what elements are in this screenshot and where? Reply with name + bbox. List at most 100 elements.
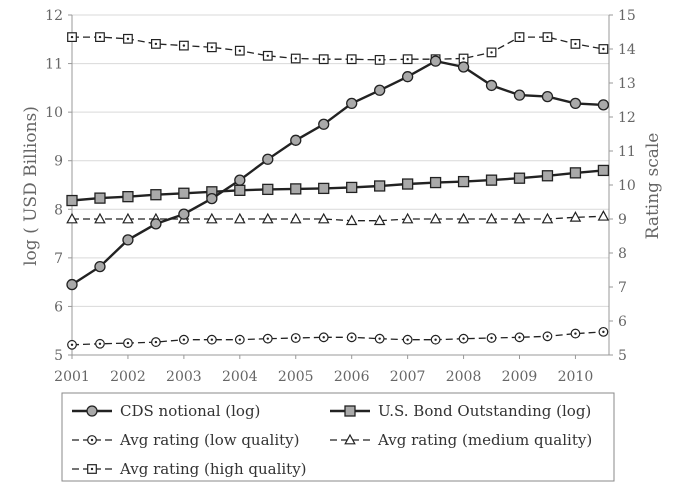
series-4-point-9 <box>318 54 329 65</box>
series-0-point-9-shape <box>318 118 330 130</box>
series-4-point-7-dot <box>266 54 269 57</box>
x-tick-label-2006: 2006 <box>334 369 370 385</box>
series-4-point-5-dot <box>210 46 214 49</box>
series-0-point-0-shape <box>66 278 78 291</box>
series-1-point-19 <box>597 164 610 177</box>
series-0-point-1-shape <box>94 260 106 273</box>
x-tick-labels: 2001 2002 2003 2004 2005 2006 2007 2008 2009 2010 <box>54 355 593 385</box>
series-2-point-4 <box>178 334 189 345</box>
series-1-point-19-shape <box>597 164 610 177</box>
series-0-point-12-shape <box>401 71 414 83</box>
series-2-point-9-dot <box>322 336 325 339</box>
series-1-point-12 <box>401 178 414 190</box>
series-0-point-6-shape <box>234 174 246 186</box>
series-2-point-17 <box>542 331 553 342</box>
series-3-point-1-shape <box>94 212 106 224</box>
series-4-point-4 <box>178 40 189 51</box>
series-2-point-5 <box>206 334 217 345</box>
legend-swatch-marker-1 <box>344 405 356 417</box>
left-y-tick-labels: 5 6 7 8 9 10 11 12 <box>45 8 72 364</box>
legend-box <box>61 392 615 482</box>
series-4-point-0 <box>67 32 77 42</box>
series-4-point-18 <box>570 38 581 49</box>
series-2-point-18-dot <box>574 332 577 335</box>
series-4 <box>67 32 609 65</box>
series-1-point-16 <box>513 172 526 184</box>
series-3-point-14-shape <box>457 212 470 224</box>
series-2-point-1 <box>95 338 105 349</box>
series-0-point-5 <box>206 192 218 205</box>
series-0-point-13 <box>429 55 442 67</box>
series-0-point-5-shape <box>206 192 218 205</box>
series-1-point-14-shape <box>457 175 470 188</box>
series-4-point-10-dot <box>350 58 353 61</box>
series-2-point-16-dot <box>518 336 521 339</box>
series-4-point-2-dot <box>126 37 130 40</box>
series-3-point-14 <box>457 212 470 224</box>
series-1-point-15 <box>485 174 498 186</box>
series-2-point-15-dot <box>490 336 493 340</box>
right-tick-label-9: 9 <box>618 212 627 228</box>
series-2-point-0-dot <box>70 343 74 346</box>
series-3 <box>66 210 610 226</box>
series-0-point-15-shape <box>485 79 498 92</box>
series-0-point-3-shape <box>150 218 162 230</box>
series-0-point-15 <box>485 79 498 92</box>
series-0-point-7-shape <box>262 153 274 165</box>
series-4-point-14-dot <box>462 57 465 60</box>
legend-item-4: Avg rating (high quality) <box>72 460 307 478</box>
series-0-point-16-shape <box>513 89 526 101</box>
series-4-point-3-dot <box>154 42 158 46</box>
series-1-point-3 <box>150 189 162 201</box>
series-3-point-19-shape <box>597 210 610 221</box>
series-2-point-7-dot <box>266 337 269 340</box>
series-2-point-18 <box>570 328 581 339</box>
x-tick-label-2008: 2008 <box>446 369 482 385</box>
series-4-point-9-dot <box>322 58 325 61</box>
series-1-point-13-shape <box>429 176 442 189</box>
legend-item-1: U.S. Bond Outstanding (log) <box>330 402 591 420</box>
right-tick-label-6: 6 <box>618 314 627 330</box>
series-0-point-14 <box>457 61 470 73</box>
right-axis-title: Rating scale <box>643 133 663 240</box>
series-0-point-11 <box>374 84 386 96</box>
legend-label-1: U.S. Bond Outstanding (log) <box>378 402 591 420</box>
series-2-point-15 <box>486 333 497 343</box>
legend-swatch-marker-4-dot <box>90 467 94 471</box>
legend-swatch-marker-4 <box>87 464 97 474</box>
series-4-point-3 <box>151 38 161 49</box>
series-2-point-3 <box>151 337 161 347</box>
series-2-point-7 <box>262 333 273 344</box>
series-4-point-19-dot <box>602 47 605 51</box>
series-0-point-13-shape <box>429 55 442 67</box>
series-2-point-0 <box>67 339 77 350</box>
series-3-point-9 <box>317 212 330 224</box>
left-tick-label-5: 5 <box>54 348 63 364</box>
series-2-point-11 <box>374 333 385 344</box>
series-1-point-12-shape <box>401 178 414 190</box>
series-3-point-7-shape <box>261 212 274 224</box>
series-3-point-11 <box>373 214 386 226</box>
right-tick-label-8: 8 <box>618 246 627 262</box>
legend-item-3: Avg rating (medium quality) <box>330 431 592 449</box>
left-tick-label-10: 10 <box>45 105 63 121</box>
series-2-point-1-dot <box>98 342 102 345</box>
left-tick-label-11: 11 <box>45 57 63 73</box>
series-1-point-8-shape <box>290 183 302 195</box>
legend-swatch-marker-2 <box>87 435 97 445</box>
series-4-point-17 <box>542 32 553 42</box>
series-4-point-17-dot <box>546 35 549 39</box>
series-1-point-9-shape <box>318 182 330 195</box>
series-0-point-2-shape <box>122 234 134 246</box>
series-0-point-17-shape <box>541 90 554 103</box>
series-0-point-4 <box>178 208 190 220</box>
series-3-point-16 <box>513 212 526 224</box>
series-2-point-8 <box>290 333 301 343</box>
series-2-point-8-dot <box>294 336 297 340</box>
series-3-point-6-shape <box>234 212 246 224</box>
x-tick-label-2009: 2009 <box>502 369 538 385</box>
series-1-point-10-shape <box>346 181 358 194</box>
series-4-point-11 <box>374 54 385 65</box>
right-tick-label-13: 13 <box>618 76 636 92</box>
series-3-line <box>72 215 604 222</box>
